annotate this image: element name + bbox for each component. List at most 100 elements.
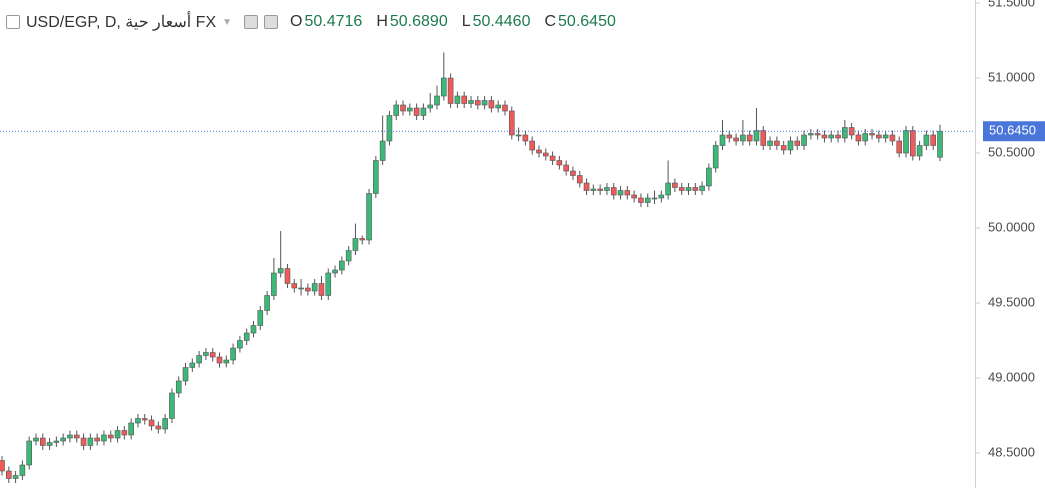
- candle-body: [413, 107, 420, 116]
- candle-body: [148, 419, 155, 427]
- candle-body: [101, 434, 107, 442]
- candle-body: [740, 134, 746, 142]
- candle-body: [427, 104, 434, 109]
- candle-body: [400, 104, 406, 112]
- candle-body: [5, 470, 12, 479]
- candle-body: [665, 182, 671, 196]
- candle-body: [937, 130, 943, 158]
- candle-body: [794, 140, 801, 146]
- candle-body: [787, 140, 794, 151]
- candle-body: [305, 287, 311, 292]
- candle-body: [692, 187, 699, 191]
- candle-body: [230, 347, 236, 361]
- candle-body: [515, 134, 522, 137]
- y-tick-label: 51.5000: [988, 0, 1035, 9]
- candle-body: [141, 418, 148, 421]
- candle-body: [760, 130, 767, 146]
- candle-body: [169, 392, 175, 419]
- symbol-title: USD/EGP, D, أسعار حية FX: [26, 14, 217, 31]
- candle-body: [842, 127, 848, 139]
- candle-body: [903, 130, 909, 154]
- candle-body: [570, 170, 576, 176]
- candle-body: [250, 325, 257, 334]
- candle-body: [644, 197, 651, 203]
- candle-body: [556, 160, 563, 166]
- candle-body: [379, 140, 386, 161]
- candle-body: [434, 95, 440, 106]
- candle-body: [203, 352, 209, 356]
- candle-body: [774, 140, 780, 146]
- candle-body: [209, 352, 216, 358]
- candle-body: [855, 134, 862, 142]
- candle-body: [237, 340, 243, 349]
- candle-body: [53, 440, 60, 443]
- y-tick-label: 50.0000: [988, 219, 1035, 234]
- visibility-icon[interactable]: [244, 15, 259, 29]
- candle-body: [672, 182, 678, 188]
- candle-body: [332, 269, 338, 274]
- candle-body: [474, 100, 481, 106]
- candle-body: [780, 145, 787, 151]
- candle-body: [590, 188, 597, 191]
- candle-body: [733, 137, 739, 142]
- candle-body: [862, 133, 869, 142]
- candle-body: [196, 355, 202, 364]
- candle-body: [454, 95, 461, 104]
- y-tick-label: 50.5000: [988, 144, 1035, 159]
- candle-body: [386, 115, 393, 142]
- candle-body: [107, 434, 114, 439]
- candle-body: [930, 134, 937, 146]
- ohlc-key: L: [461, 13, 471, 30]
- candle-body: [461, 95, 468, 104]
- candle-body: [658, 194, 665, 199]
- candle-body: [33, 437, 39, 442]
- dropdown-arrow[interactable]: ▼: [222, 16, 233, 28]
- candle-body: [291, 283, 298, 289]
- candle-body: [345, 250, 352, 262]
- y-tick-label: 49.5000: [988, 294, 1035, 309]
- y-tick-label: 51.0000: [988, 69, 1035, 84]
- candle-body: [128, 422, 134, 436]
- ohlc-key: O: [290, 13, 303, 30]
- candle-body: [719, 134, 726, 146]
- candle-body: [549, 155, 556, 161]
- candle-body: [889, 134, 896, 142]
- candle-body: [835, 134, 841, 139]
- candle-body: [563, 164, 569, 172]
- ohlc-value: 50.4716: [304, 13, 363, 30]
- candle-body: [359, 238, 366, 241]
- candle-body: [80, 437, 87, 446]
- y-tick-label: 49.0000: [988, 369, 1035, 384]
- candle-body: [522, 134, 529, 142]
- candle-body: [257, 310, 264, 326]
- candle-body: [638, 197, 644, 203]
- candle-body: [624, 190, 631, 196]
- candle-body: [114, 430, 121, 439]
- candle-body: [325, 272, 332, 296]
- collapse-icon[interactable]: [6, 15, 20, 29]
- candle-body: [821, 134, 828, 139]
- candle-body: [366, 193, 372, 241]
- candle-body: [223, 359, 230, 364]
- ohlc-value: 50.6890: [389, 13, 448, 30]
- candle-body: [67, 434, 73, 439]
- candle-body: [706, 167, 712, 187]
- candle-body: [753, 130, 760, 142]
- ohlc-value: 50.6450: [558, 13, 616, 30]
- settings-icon[interactable]: [264, 15, 279, 29]
- candle-body: [876, 134, 882, 139]
- candle-body: [923, 134, 930, 146]
- candle-body: [882, 134, 889, 139]
- candle-body: [135, 418, 141, 424]
- candle-body: [651, 197, 658, 200]
- price-label: 50.6450: [989, 123, 1036, 138]
- candle-body: [896, 140, 903, 154]
- candle-body: [94, 437, 100, 442]
- candle-body: [407, 107, 413, 112]
- candle-body: [216, 356, 223, 364]
- candle-body: [189, 362, 196, 368]
- candle-body: [339, 260, 345, 271]
- candle-body: [481, 100, 488, 106]
- candle-body: [712, 145, 719, 169]
